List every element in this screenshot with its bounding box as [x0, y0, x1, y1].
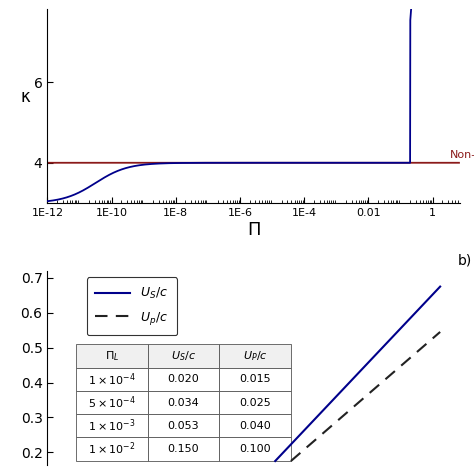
Legend: $U_S/c$, $U_p/c$: $U_S/c$, $U_p/c$ [87, 277, 177, 336]
Text: Non-relativistic: Non-relativistic [450, 149, 474, 160]
Text: b): b) [458, 253, 472, 267]
Y-axis label: κ: κ [20, 88, 30, 106]
X-axis label: Π: Π [247, 221, 260, 239]
